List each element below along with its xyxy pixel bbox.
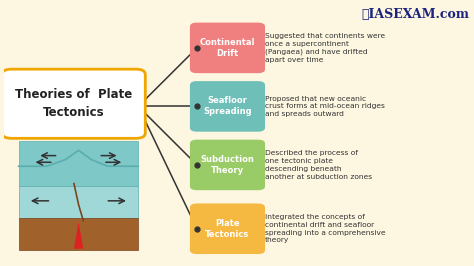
Text: Plate
Tectonics: Plate Tectonics xyxy=(205,219,250,239)
Polygon shape xyxy=(74,222,83,249)
Polygon shape xyxy=(18,186,138,218)
FancyBboxPatch shape xyxy=(2,69,146,138)
Text: Seafloor
Spreading: Seafloor Spreading xyxy=(203,96,252,117)
Text: Integrated the concepts of
continental drift and seafloor
spreading into a compr: Integrated the concepts of continental d… xyxy=(265,214,386,243)
Polygon shape xyxy=(18,141,138,186)
Text: Suggested that continents were
once a supercontinent
(Pangaea) and have drifted
: Suggested that continents were once a su… xyxy=(265,33,385,63)
FancyBboxPatch shape xyxy=(190,23,265,73)
Text: Described the process of
one tectonic plate
descending beneath
another at subduc: Described the process of one tectonic pl… xyxy=(265,150,372,180)
Text: ⓘIASEXAM.com: ⓘIASEXAM.com xyxy=(361,8,469,21)
FancyBboxPatch shape xyxy=(190,140,265,190)
Text: Proposed that new oceanic
crust forms at mid-ocean ridges
and spreads outward: Proposed that new oceanic crust forms at… xyxy=(265,96,385,117)
FancyBboxPatch shape xyxy=(190,203,265,254)
FancyBboxPatch shape xyxy=(190,81,265,132)
Text: Subduction
Theory: Subduction Theory xyxy=(201,155,255,175)
Text: Theories of  Plate
Tectonics: Theories of Plate Tectonics xyxy=(15,88,132,119)
Polygon shape xyxy=(18,218,138,250)
Text: Continental
Drift: Continental Drift xyxy=(200,38,255,58)
